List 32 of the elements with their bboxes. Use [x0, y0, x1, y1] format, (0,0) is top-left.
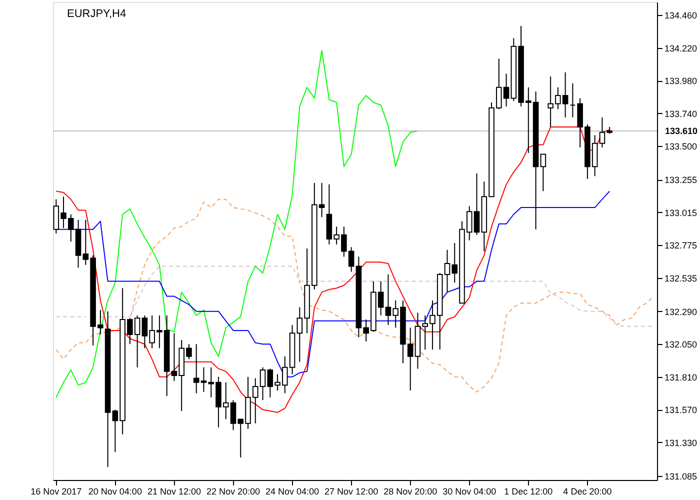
y-tick-label: 134.220	[664, 43, 698, 54]
y-tick-label: 133.740	[664, 108, 698, 119]
x-tick-label: 21 Nov 12:00	[147, 486, 201, 496]
y-tick-label: 131.810	[664, 372, 698, 382]
text: EURJPY,H4	[67, 8, 126, 20]
x-tick-label: 4 Dec 20:00	[563, 486, 612, 496]
candlestick	[570, 82, 576, 118]
x-tick-label: 30 Nov 04:00	[442, 486, 496, 496]
y-tick-label: 133.015	[664, 208, 698, 218]
y-tick-label: 132.050	[664, 340, 698, 350]
y-tick-label: 131.570	[664, 405, 698, 416]
y-tick-label: 131.330	[664, 438, 698, 448]
y-tick-label: 133.500	[664, 142, 698, 152]
x-tick-label: 27 Nov 12:00	[324, 486, 378, 496]
y-tick-label: 134.460	[664, 10, 698, 20]
x-tick-label: 22 Nov 20:00	[206, 486, 260, 496]
x-tick-label: 20 Nov 04:00	[88, 486, 142, 496]
x-tick-label: 28 Nov 20:00	[384, 486, 438, 496]
line-series	[56, 198, 654, 392]
y-tick-label: 133.255	[664, 175, 698, 186]
x-tick-label: 24 Nov 04:00	[266, 486, 320, 496]
candlestick	[193, 344, 200, 394]
y-tick-label: 132.775	[664, 240, 698, 251]
y-tick-label: 131.085	[664, 471, 698, 482]
y-tick-label: 132.290	[664, 306, 698, 317]
line-series	[56, 50, 418, 398]
x-tick-label: 1 Dec 12:00	[504, 486, 553, 496]
x-tick-label: 16 Nov 2017	[30, 486, 82, 496]
ref-line-label: 133.610	[665, 126, 698, 136]
y-tick-label: 132.535	[664, 273, 698, 284]
candlestick	[540, 154, 546, 192]
y-tick-label: 133.980	[664, 76, 698, 86]
